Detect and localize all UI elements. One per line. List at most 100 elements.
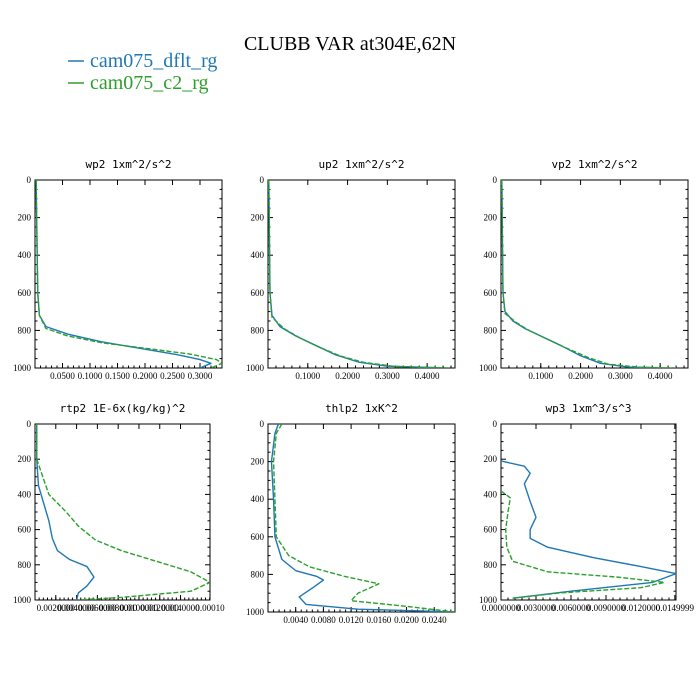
panel-title: wp2 1xm^2/s^2 (85, 158, 171, 171)
series-line-cam075_dflt_rg (35, 180, 212, 368)
x-tick-label: 0.0040000 (57, 603, 96, 613)
y-tick-label: 200 (484, 213, 498, 223)
chart-panel: up2 1xm^2/s^2 0 200 400 600 800 1000 0.1000 0.20… (246, 158, 456, 381)
y-tick-label: 400 (251, 494, 265, 504)
x-tick-label: 0.3000 (608, 371, 633, 381)
y-tick-label: 0 (260, 419, 265, 429)
x-tick-label: 0.1500 (105, 371, 130, 381)
x-tick-label: 0.3000 (375, 371, 400, 381)
y-tick-label: 400 (484, 250, 498, 260)
x-tick-label: 0.0160 (366, 615, 391, 625)
chart-panel: rtp2 1E-6x(kg/kg)^2 0 200 400 600 800 1000 0.00… (13, 402, 225, 613)
series-line-cam075_dflt_rg (268, 180, 444, 368)
x-tick-label: 0.0040 (283, 615, 308, 625)
y-tick-label: 1000 (13, 595, 32, 605)
y-tick-label: 400 (18, 489, 32, 499)
y-tick-label: 1000 (479, 595, 498, 605)
x-tick-label: 0.0120000 (622, 603, 661, 613)
y-tick-label: 200 (18, 454, 32, 464)
y-tick-label: 400 (18, 250, 32, 260)
x-tick-label: 0.0060000 (552, 603, 591, 613)
y-tick-label: 600 (18, 525, 32, 535)
y-tick-label: 1000 (246, 363, 265, 373)
y-tick-label: 800 (484, 560, 498, 570)
series-line-cam075_dflt_rg (501, 460, 676, 599)
x-tick-label: 0.0149999 (656, 603, 695, 613)
x-tick-label: 0.0100000 (120, 603, 159, 613)
series-line-cam075_c2_rg (501, 180, 677, 368)
x-tick-label: 0.0120 (339, 615, 364, 625)
y-tick-label: 600 (484, 288, 498, 298)
y-tick-label: 1000 (13, 363, 32, 373)
x-tick-label: 0.4000 (648, 371, 673, 381)
y-tick-label: 0 (493, 419, 498, 429)
x-tick-label: 0.2000 (335, 371, 360, 381)
x-tick-label: 0.1000 (78, 371, 103, 381)
y-tick-label: 600 (251, 532, 265, 542)
panel-title: up2 1xm^2/s^2 (318, 158, 404, 171)
series-line-cam075_c2_rg (35, 180, 222, 368)
panel-title: wp3 1xm^3/s^3 (545, 402, 631, 415)
series-line-cam075_dflt_rg (501, 180, 661, 368)
panel-title: rtp2 1E-6x(kg/kg)^2 (60, 402, 186, 415)
x-tick-label: 0.2000 (133, 371, 158, 381)
y-tick-label: 0 (27, 175, 32, 185)
y-tick-label: 200 (484, 454, 498, 464)
y-tick-label: 1000 (479, 363, 498, 373)
series-line-cam075_c2_rg (272, 424, 455, 612)
series-line-cam075_c2_rg (36, 424, 210, 600)
x-tick-label: 0.2000 (568, 371, 593, 381)
y-tick-label: 800 (18, 560, 32, 570)
x-tick-label: 0.0030000 (517, 603, 556, 613)
plot-frame (500, 423, 677, 601)
x-tick-label: 0.0500 (50, 371, 75, 381)
y-tick-label: 600 (18, 288, 32, 298)
x-tick-label: 0.1000 (295, 371, 320, 381)
x-tick-label: 0.0020000 (37, 603, 76, 613)
series-line-cam075_dflt_rg (270, 424, 455, 612)
panel-title: thlp2 1xK^2 (325, 402, 398, 415)
y-tick-label: 400 (484, 489, 498, 499)
legend-label: cam075_dflt_rg (90, 50, 217, 72)
plot-frame (267, 179, 456, 369)
x-tick-label: 0.0200 (394, 615, 419, 625)
y-tick-label: 0 (27, 419, 32, 429)
x-tick-label: 0.0240 (422, 615, 447, 625)
y-tick-label: 600 (484, 525, 498, 535)
x-tick-label: 0.0000000 (482, 603, 521, 613)
x-tick-label: 0.2500 (160, 371, 185, 381)
series-line-cam075_dflt_rg (36, 424, 95, 600)
series-line-cam075_c2_rg (268, 180, 452, 368)
y-tick-label: 1000 (246, 607, 265, 617)
x-tick-label: 0.00010 (195, 603, 225, 613)
plot-frame (500, 179, 689, 369)
x-tick-label: 0.0140000 (161, 603, 200, 613)
y-tick-label: 0 (493, 175, 498, 185)
y-tick-label: 200 (251, 457, 265, 467)
x-tick-label: 0.0060000 (78, 603, 117, 613)
chart-panel: wp3 1xm^3/s^3020040060080010000.00000000… (479, 402, 694, 613)
chart-panel: vp2 1xm^2/s^2 0 200 400 600 800 1000 0.1000 0.20… (479, 158, 689, 381)
x-tick-label: 0.0080000 (99, 603, 138, 613)
y-tick-label: 800 (484, 325, 498, 335)
x-tick-label: 0.1000 (528, 371, 553, 381)
legend-label: cam075_c2_rg (90, 72, 209, 94)
y-tick-label: 800 (251, 325, 265, 335)
y-tick-label: 800 (251, 569, 265, 579)
plot-frame (267, 423, 456, 613)
panel-title: vp2 1xm^2/s^2 (551, 158, 637, 171)
y-tick-label: 200 (251, 213, 265, 223)
y-tick-label: 200 (18, 213, 32, 223)
x-tick-label: 0.0120000 (141, 603, 180, 613)
y-tick-label: 600 (251, 288, 265, 298)
x-tick-label: 0.0080 (311, 615, 336, 625)
x-tick-label: 0.0090000 (587, 603, 626, 613)
plot-frame (34, 179, 223, 369)
y-tick-label: 800 (18, 325, 32, 335)
y-tick-label: 400 (251, 250, 265, 260)
series-line-cam075_c2_rg (501, 490, 666, 599)
plot-frame (34, 423, 211, 601)
